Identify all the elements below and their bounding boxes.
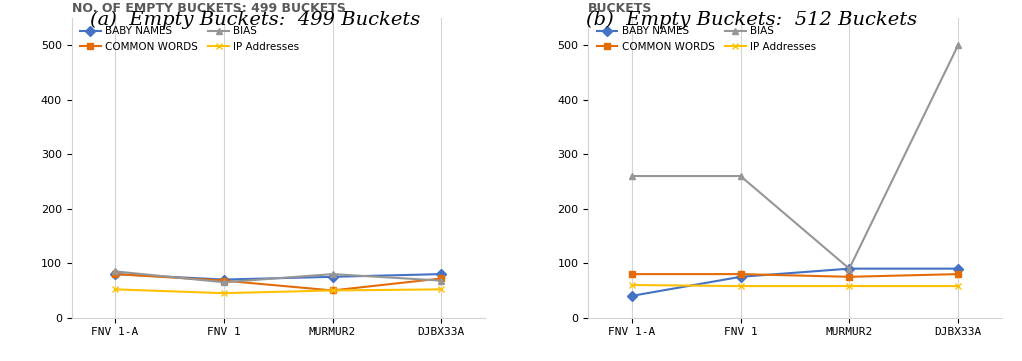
Line: IP Addresses: IP Addresses (629, 282, 962, 290)
Line: IP Addresses: IP Addresses (111, 286, 445, 297)
BIAS (735, 174, 747, 178)
IP Addresses (218, 291, 230, 295)
BABY NAMES (625, 294, 638, 298)
COMMON WORDS (735, 272, 747, 276)
BIAS (109, 269, 122, 274)
IP Addresses (843, 284, 855, 288)
BABY NAMES (326, 275, 338, 279)
Line: COMMON WORDS: COMMON WORDS (629, 271, 962, 280)
Legend: BABY NAMES, COMMON WORDS, BIAS, IP Addresses: BABY NAMES, COMMON WORDS, BIAS, IP Addre… (594, 23, 819, 55)
BIAS (435, 278, 448, 283)
COMMON WORDS (109, 272, 122, 276)
Line: BIAS: BIAS (629, 42, 962, 272)
BIAS (218, 280, 230, 284)
COMMON WORDS (326, 288, 338, 293)
BABY NAMES (435, 272, 448, 276)
BABY NAMES (218, 277, 230, 282)
BIAS (326, 272, 338, 276)
BABY NAMES (109, 272, 122, 276)
COMMON WORDS (843, 275, 855, 279)
BABY NAMES (951, 266, 964, 271)
COMMON WORDS (625, 272, 638, 276)
IP Addresses (625, 283, 638, 287)
Text: (a)  Empty Buckets:  499 Buckets: (a) Empty Buckets: 499 Buckets (90, 11, 421, 29)
IP Addresses (735, 284, 747, 288)
COMMON WORDS (951, 272, 964, 276)
Line: COMMON WORDS: COMMON WORDS (111, 271, 445, 294)
Line: BABY NAMES: BABY NAMES (111, 271, 445, 283)
IP Addresses (326, 288, 338, 293)
Text: NO. OF EMPTY BUCKETS: 512
BUCKETS: NO. OF EMPTY BUCKETS: 512 BUCKETS (589, 0, 794, 16)
IP Addresses (951, 284, 964, 288)
Line: BIAS: BIAS (111, 268, 445, 286)
IP Addresses (109, 287, 122, 292)
BIAS (843, 266, 855, 271)
Text: NO. OF EMPTY BUCKETS: 499 BUCKETS: NO. OF EMPTY BUCKETS: 499 BUCKETS (72, 3, 345, 16)
COMMON WORDS (218, 278, 230, 283)
IP Addresses (435, 287, 448, 292)
BIAS (951, 43, 964, 47)
BIAS (625, 174, 638, 178)
COMMON WORDS (435, 276, 448, 280)
BABY NAMES (843, 266, 855, 271)
Text: (b)  Empty Buckets:  512 Buckets: (b) Empty Buckets: 512 Buckets (586, 11, 917, 29)
Legend: BABY NAMES, COMMON WORDS, BIAS, IP Addresses: BABY NAMES, COMMON WORDS, BIAS, IP Addre… (77, 23, 303, 55)
BABY NAMES (735, 275, 747, 279)
Line: BABY NAMES: BABY NAMES (629, 265, 962, 299)
